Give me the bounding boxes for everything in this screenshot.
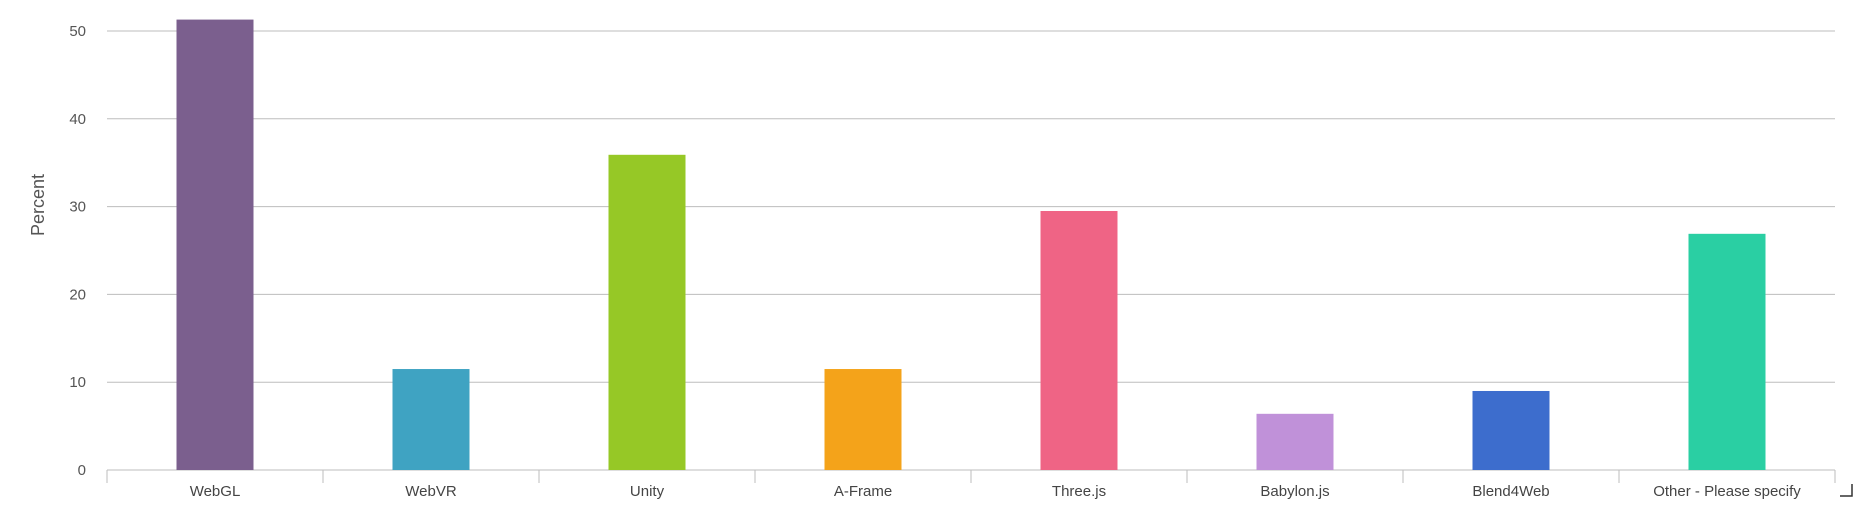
y-tick-label: 20 [69,286,86,303]
bar-three-js[interactable] [1040,210,1118,471]
x-category-label: Blend4Web [1472,483,1549,500]
x-category-label: Three.js [1052,483,1106,500]
y-tick-label: 30 [69,199,86,216]
x-category-label: Other - Please specify [1653,483,1801,500]
bar-blend4web[interactable] [1472,390,1550,470]
bar-other-please-specify[interactable] [1688,233,1766,470]
y-tick-label: 40 [69,111,86,128]
resize-corner-mark [1840,484,1853,497]
axis-layer: 0 10 20 30 40 50 WebGL WebVR Unity A-Frame Three.j… [69,23,1836,500]
y-tick-label: 50 [69,23,86,40]
x-category-label: Babylon.js [1260,483,1329,500]
grid-layer [107,30,1835,471]
bar-a-frame[interactable] [824,369,902,470]
bar-webgl[interactable] [176,19,254,471]
bar-layer [176,19,1766,471]
y-axis-title: Percent [28,174,48,236]
x-category-label: Unity [630,483,665,500]
bar-webvr[interactable] [392,369,470,470]
x-category-label: A-Frame [834,483,892,500]
y-tick-label: 0 [78,462,86,479]
y-tick-label: 10 [69,374,86,391]
x-category-label: WebGL [190,483,241,500]
x-category-label: WebVR [405,483,457,500]
bar-babylon-js[interactable] [1256,413,1334,470]
bar-unity[interactable] [608,154,686,470]
